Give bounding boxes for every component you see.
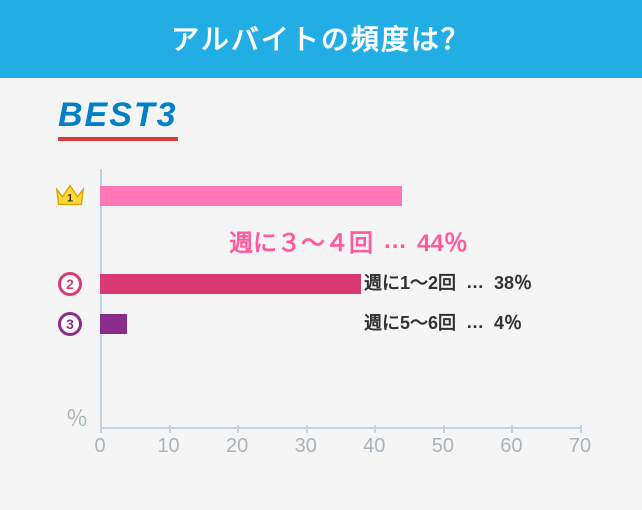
- x-tick: [443, 425, 445, 433]
- bar-1: [100, 186, 402, 206]
- x-ticks: ％ 010203040506070: [100, 423, 580, 431]
- rank-2-num: 2: [66, 276, 74, 292]
- x-tick-label: 40: [363, 435, 385, 458]
- rank-2-badge: 2: [54, 268, 86, 300]
- bar-1-text: 週に３～４回: [229, 223, 373, 258]
- page-title: アルバイトの頻度は？: [171, 24, 471, 55]
- x-tick-label: 50: [432, 435, 454, 458]
- bar-1-label: 週に３～４回 … 44％: [229, 223, 468, 258]
- best3-heading: BEST3: [58, 96, 178, 141]
- bar-2: [100, 274, 361, 294]
- bar-3-label: 週に5～6回 … 4％: [364, 309, 522, 335]
- pct-sign: ％: [66, 401, 88, 433]
- bar-2-label: 週に1～2回 … 38％: [364, 269, 532, 295]
- x-tick-label: 70: [569, 435, 591, 458]
- x-tick-label: 10: [157, 435, 179, 458]
- content-area: BEST3 1 週に３～４回 … 44％ 2: [0, 78, 642, 510]
- bar-row-3: 3: [54, 309, 612, 339]
- x-tick: [237, 425, 239, 433]
- x-tick: [100, 425, 102, 433]
- x-tick: [580, 425, 582, 433]
- x-tick-label: 60: [500, 435, 522, 458]
- x-tick-label: 30: [295, 435, 317, 458]
- bar-3: [100, 314, 127, 334]
- x-tick: [511, 425, 513, 433]
- svg-text:1: 1: [67, 193, 73, 205]
- bar-2-text: 週に1～2回: [364, 269, 456, 295]
- x-tick: [306, 425, 308, 433]
- x-tick: [374, 425, 376, 433]
- bar-3-text: 週に5～6回: [364, 309, 456, 335]
- bar-1-dots: …: [383, 227, 407, 255]
- x-tick-label: 0: [94, 435, 105, 458]
- page-header: アルバイトの頻度は？: [0, 0, 642, 78]
- bar-2-dots: …: [466, 272, 484, 293]
- bar-1-pct: 44％: [417, 223, 468, 258]
- bar-3-pct: 4％: [494, 309, 522, 335]
- chart: 1 週に３～４回 … 44％ 2 週に1～2回 … 38％: [54, 169, 612, 459]
- crown-icon: 1: [54, 180, 86, 212]
- rank-3-badge: 3: [54, 308, 86, 340]
- bar-3-dots: …: [466, 312, 484, 333]
- bar-row-1: 1: [54, 181, 612, 211]
- bar-2-pct: 38％: [494, 269, 532, 295]
- x-tick: [169, 425, 171, 433]
- rank-3-num: 3: [66, 316, 74, 332]
- x-tick-label: 20: [226, 435, 248, 458]
